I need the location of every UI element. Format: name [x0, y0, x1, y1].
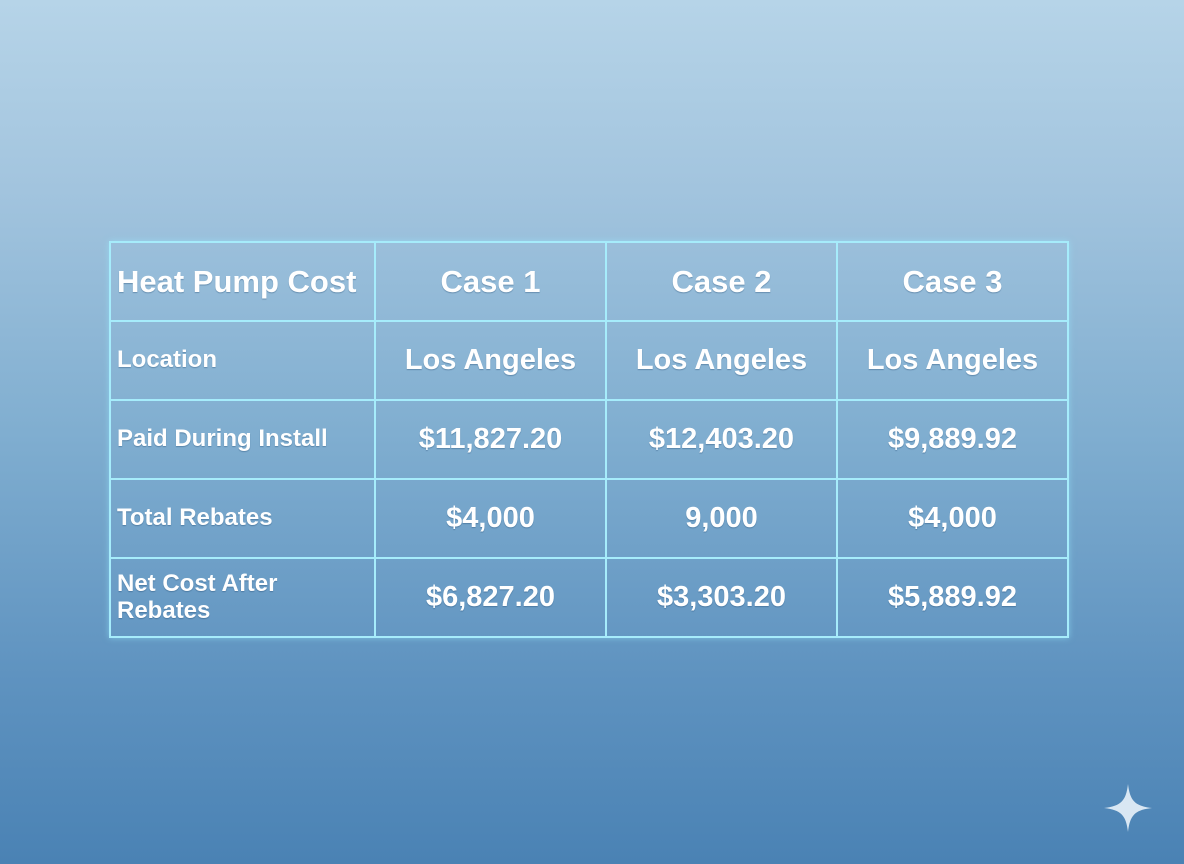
net-cost-case-3: $5,889.92 [836, 557, 1069, 638]
heat-pump-cost-table-wrapper: Heat Pump Cost Case 1 Case 2 Case 3 Loca… [109, 241, 1069, 638]
total-rebates-case-1: $4,000 [374, 478, 607, 559]
case-2-header: Case 2 [605, 241, 838, 322]
paid-during-install-case-2: $12,403.20 [605, 399, 838, 480]
net-cost-case-2: $3,303.20 [605, 557, 838, 638]
table-row-location: Location Los Angeles Los Angeles Los Ang… [109, 320, 1069, 401]
paid-during-install-case-3: $9,889.92 [836, 399, 1069, 480]
location-case-2: Los Angeles [605, 320, 838, 401]
heat-pump-cost-table: Heat Pump Cost Case 1 Case 2 Case 3 Loca… [109, 241, 1069, 638]
sparkle-icon [1104, 784, 1152, 832]
table-row-paid-during-install: Paid During Install $11,827.20 $12,403.2… [109, 399, 1069, 480]
row-label-location: Location [109, 320, 376, 401]
row-label-paid-during-install: Paid During Install [109, 399, 376, 480]
net-cost-case-1: $6,827.20 [374, 557, 607, 638]
table-row-net-cost-after-rebates: Net Cost After Rebates $6,827.20 $3,303.… [109, 557, 1069, 638]
case-1-header: Case 1 [374, 241, 607, 322]
table-corner-header: Heat Pump Cost [109, 241, 376, 322]
case-3-header: Case 3 [836, 241, 1069, 322]
row-label-total-rebates: Total Rebates [109, 478, 376, 559]
table-row-total-rebates: Total Rebates $4,000 9,000 $4,000 [109, 478, 1069, 559]
row-label-net-cost-after-rebates: Net Cost After Rebates [109, 557, 376, 638]
header-row: Heat Pump Cost Case 1 Case 2 Case 3 [109, 241, 1069, 322]
total-rebates-case-2: 9,000 [605, 478, 838, 559]
total-rebates-case-3: $4,000 [836, 478, 1069, 559]
paid-during-install-case-1: $11,827.20 [374, 399, 607, 480]
location-case-1: Los Angeles [374, 320, 607, 401]
location-case-3: Los Angeles [836, 320, 1069, 401]
